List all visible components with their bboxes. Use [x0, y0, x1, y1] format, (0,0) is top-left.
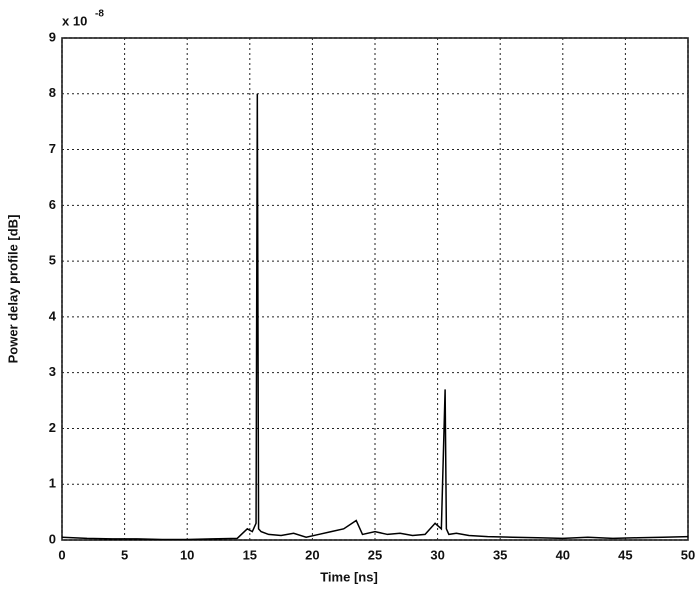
y-tick-label: 0 — [49, 531, 56, 546]
y-tick-label: 9 — [49, 29, 56, 44]
y-tick-label: 7 — [49, 141, 56, 156]
y-tick-label: 2 — [49, 420, 56, 435]
x-tick-label: 0 — [58, 547, 65, 562]
data-line — [61, 93, 689, 541]
y-tick-label: 4 — [49, 308, 57, 323]
y-tick-label: 8 — [49, 85, 56, 100]
x-tick-label: 20 — [305, 547, 319, 562]
y-tick-label: 5 — [49, 253, 56, 268]
y-tick-label: 6 — [49, 197, 56, 212]
x-tick-label: 30 — [430, 547, 444, 562]
y-exponent: -8 — [95, 9, 104, 20]
x-tick-label: 35 — [493, 547, 507, 562]
x-tick-label: 5 — [121, 547, 128, 562]
x-tick-label: 45 — [618, 547, 632, 562]
x-axis-label: Time [ns] — [320, 569, 378, 584]
x-tick-label: 50 — [681, 547, 695, 562]
y-axis-label: Power delay profile [dB] — [5, 215, 20, 364]
y-tick-label: 3 — [49, 364, 56, 379]
y-multiplier: x 10 — [62, 13, 87, 28]
x-tick-label: 25 — [368, 547, 382, 562]
x-tick-label: 10 — [180, 547, 194, 562]
x-tick-label: 40 — [556, 547, 570, 562]
y-tick-label: 1 — [49, 476, 56, 491]
x-tick-label: 15 — [243, 547, 257, 562]
